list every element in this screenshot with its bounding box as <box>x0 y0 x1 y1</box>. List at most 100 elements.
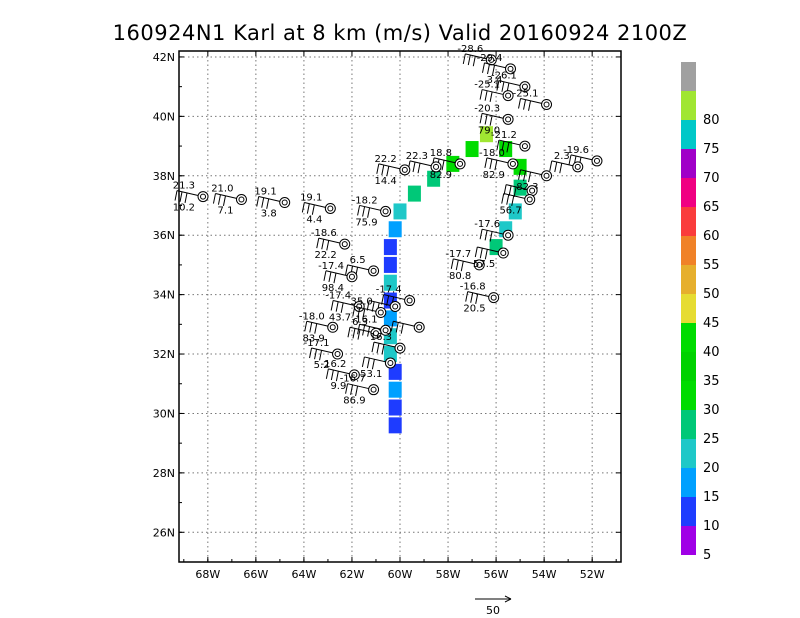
station-circle <box>279 197 291 209</box>
wind-barb <box>479 89 483 100</box>
wind-cell <box>407 185 421 202</box>
station-temp-label: 19.1 <box>254 187 276 198</box>
wind-barb <box>366 300 370 311</box>
wind-barb <box>489 115 493 126</box>
wind-barb <box>381 344 385 355</box>
wind-cell <box>383 346 397 363</box>
station-inner-circle <box>372 330 379 337</box>
wind-barb <box>266 198 270 209</box>
station-inner-circle <box>334 351 341 358</box>
wind-barb <box>352 328 356 339</box>
wind-barb <box>484 230 488 241</box>
station: -18.0 82.9 <box>479 148 519 181</box>
wind-barb <box>212 193 216 204</box>
station-temp-label: -17.7 <box>445 249 471 260</box>
wind-barb <box>412 161 416 173</box>
colorbar-label: 80 <box>703 113 720 128</box>
wind-barb <box>518 169 522 180</box>
wind-barb <box>554 161 558 173</box>
station-temp-label: 21.0 <box>211 184 233 195</box>
station-circle <box>519 81 531 93</box>
colorbar-segment <box>681 410 696 439</box>
station: 57.5 <box>473 246 509 270</box>
wind-barb <box>325 368 329 379</box>
station-temp-label: -25.1 <box>513 88 539 99</box>
station-inner-circle <box>327 205 334 212</box>
station: 6.3 <box>347 317 382 340</box>
station-value-label: 82.3 <box>516 182 538 193</box>
station-value-label: 75.9 <box>355 217 377 228</box>
station-circle <box>413 321 425 333</box>
wind-barb <box>455 259 459 271</box>
station-inner-circle <box>387 359 394 366</box>
station: 21.3 10.2 <box>173 181 209 214</box>
wind-cell <box>388 221 402 238</box>
colorbar-label: 10 <box>703 519 720 534</box>
wind-barb <box>501 81 505 92</box>
station-inner-circle <box>488 56 495 63</box>
x-tick-label: 64W <box>291 568 316 581</box>
wind-barb <box>323 270 327 281</box>
wind-barb <box>304 321 308 332</box>
wind-barb <box>309 347 313 359</box>
wind-barb <box>489 231 493 242</box>
station-inner-circle <box>281 199 288 206</box>
station-temp-label: 18.8 <box>430 148 452 159</box>
station-temp-label: 6.3 <box>352 317 368 328</box>
wind-barb <box>508 185 512 196</box>
station-temp-label: 19.1 <box>300 192 322 203</box>
station: -17.4 43.7 <box>325 291 365 324</box>
station-circle <box>235 194 247 206</box>
station: -17.4 <box>376 285 416 307</box>
wind-barb <box>523 99 527 110</box>
station-circle <box>502 113 514 125</box>
wind-barb <box>362 206 366 217</box>
colorbar-segment <box>681 207 696 236</box>
x-tick-label: 58W <box>436 568 461 581</box>
reference-vector-arrowhead <box>504 595 512 603</box>
wind-barb <box>450 258 454 270</box>
wind-cell <box>499 141 513 158</box>
station-circle <box>399 164 411 176</box>
wind-barb <box>470 292 474 303</box>
colorbar-label: 20 <box>703 461 720 476</box>
station-inner-circle <box>476 261 483 268</box>
station-circle <box>368 265 380 277</box>
colorbar-label: 60 <box>703 229 720 244</box>
wind-barb <box>174 190 178 201</box>
station-inner-circle <box>200 193 207 200</box>
station-inner-circle <box>574 163 581 170</box>
station-value-label: 3.4 <box>487 75 503 86</box>
station-circle <box>327 321 339 333</box>
colorbar-segment <box>681 62 696 91</box>
station-value-label: 10.2 <box>173 203 195 214</box>
wind-barb <box>462 53 466 65</box>
station-value-label: 53.1 <box>360 369 382 380</box>
station: -21.2 <box>491 130 531 153</box>
station: -17.4 98.4 <box>318 261 358 294</box>
wind-barb <box>326 240 330 251</box>
wind-barb <box>465 291 469 302</box>
y-tick-label: 32N <box>153 348 175 361</box>
wind-barb <box>484 114 488 125</box>
station-value-label: 80.8 <box>449 271 471 282</box>
station-value-label: 20.5 <box>463 304 485 315</box>
wind-barb <box>506 142 510 153</box>
station-temp-label: -16.2 <box>320 359 346 370</box>
colorbar-segment <box>681 526 696 555</box>
wind-barb <box>345 383 349 394</box>
station-circle <box>502 229 514 241</box>
station-temp-label: -16.1 <box>352 314 378 325</box>
colorbar-label: 75 <box>703 142 720 157</box>
wind-barb <box>367 207 371 218</box>
wind-barb <box>340 302 344 313</box>
wind-barb <box>417 163 421 174</box>
wind-barb <box>222 195 226 206</box>
station-circle <box>324 202 336 214</box>
station-circle <box>380 205 392 217</box>
wind-barb <box>350 384 354 395</box>
station-circle <box>404 295 416 307</box>
station-temp-label: -17.6 <box>474 219 500 230</box>
wind-barb <box>475 293 479 304</box>
station-circle <box>502 90 514 102</box>
